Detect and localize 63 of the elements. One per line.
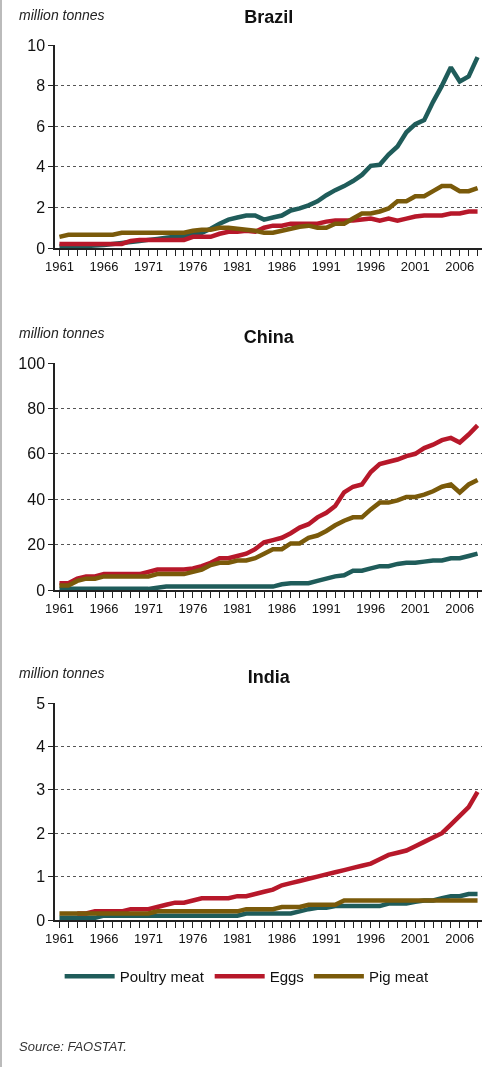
y-tick-label: 0 xyxy=(36,911,46,929)
y-axis-title: million tonnes xyxy=(19,7,105,23)
y-tick-label: 4 xyxy=(36,158,46,176)
x-tick-label: 1961 xyxy=(44,259,74,275)
line-series xyxy=(57,898,480,916)
line-series xyxy=(57,477,480,588)
y-tick-label: 8 xyxy=(36,77,46,95)
y-tick-label: 80 xyxy=(27,400,46,417)
x-tick-label: 2006 xyxy=(445,601,475,617)
x-tick-label: 1966 xyxy=(89,931,119,947)
legend-label: Eggs xyxy=(269,968,304,986)
x-tick-label: 1981 xyxy=(222,259,252,275)
x-tick-label: 1971 xyxy=(133,259,163,275)
x-tick-label: 1976 xyxy=(178,601,208,617)
x-tick-label: 1991 xyxy=(311,259,341,275)
x-tick-label: 1966 xyxy=(89,259,119,275)
y-tick-label: 2 xyxy=(36,824,46,842)
x-tick-label: 2006 xyxy=(445,259,475,275)
chart-title: India xyxy=(247,666,291,687)
y-tick-label: 4 xyxy=(36,738,46,755)
y-axis-title: million tonnes xyxy=(19,325,105,341)
legend-label: Pig meat xyxy=(368,968,429,986)
x-tick-label: 2001 xyxy=(400,601,430,617)
y-tick-label: 5 xyxy=(36,694,46,712)
x-tick-label: 1996 xyxy=(356,931,386,947)
y-tick-label: 60 xyxy=(27,445,46,463)
chart-title: Brazil xyxy=(244,6,294,27)
x-tick-label: 1986 xyxy=(267,259,297,275)
y-tick-label: 20 xyxy=(27,536,46,554)
x-tick-label: 1981 xyxy=(222,931,252,947)
y-tick-label: 6 xyxy=(36,117,46,135)
x-tick-label: 1986 xyxy=(267,601,297,617)
x-tick-label: 1971 xyxy=(133,931,163,947)
x-tick-label: 1986 xyxy=(267,931,297,947)
x-tick-label: 1996 xyxy=(356,601,386,617)
y-axis-title: million tonnes xyxy=(19,665,105,681)
x-tick-label: 1981 xyxy=(222,601,252,617)
x-tick-label: 1966 xyxy=(89,601,119,617)
x-tick-label: 1961 xyxy=(44,601,74,617)
x-tick-label: 1976 xyxy=(178,259,208,275)
x-tick-label: 2006 xyxy=(445,931,475,947)
line-series xyxy=(57,183,480,240)
y-tick-label: 1 xyxy=(36,868,46,886)
y-tick-label: 0 xyxy=(36,581,46,599)
x-tick-label: 1971 xyxy=(133,601,163,617)
x-tick-label: 1991 xyxy=(311,601,341,617)
y-tick-label: 2 xyxy=(36,199,46,216)
legend-label: Poultry meat xyxy=(119,968,205,986)
x-tick-label: 1976 xyxy=(178,931,208,947)
x-tick-label: 1991 xyxy=(311,931,341,947)
chart-title: China xyxy=(243,326,295,347)
x-tick-label: 2001 xyxy=(400,931,430,947)
y-tick-label: 0 xyxy=(36,239,46,257)
x-tick-label: 1996 xyxy=(356,259,386,275)
line-series xyxy=(57,209,480,247)
y-tick-label: 100 xyxy=(18,354,46,372)
y-tick-label: 3 xyxy=(36,781,46,799)
x-tick-label: 1961 xyxy=(44,931,74,947)
y-tick-label: 10 xyxy=(27,36,46,54)
x-tick-label: 2001 xyxy=(400,259,430,275)
y-tick-label: 40 xyxy=(27,490,46,508)
source-note: Source: FAOSTAT. xyxy=(19,1039,127,1054)
line-series xyxy=(57,551,480,590)
